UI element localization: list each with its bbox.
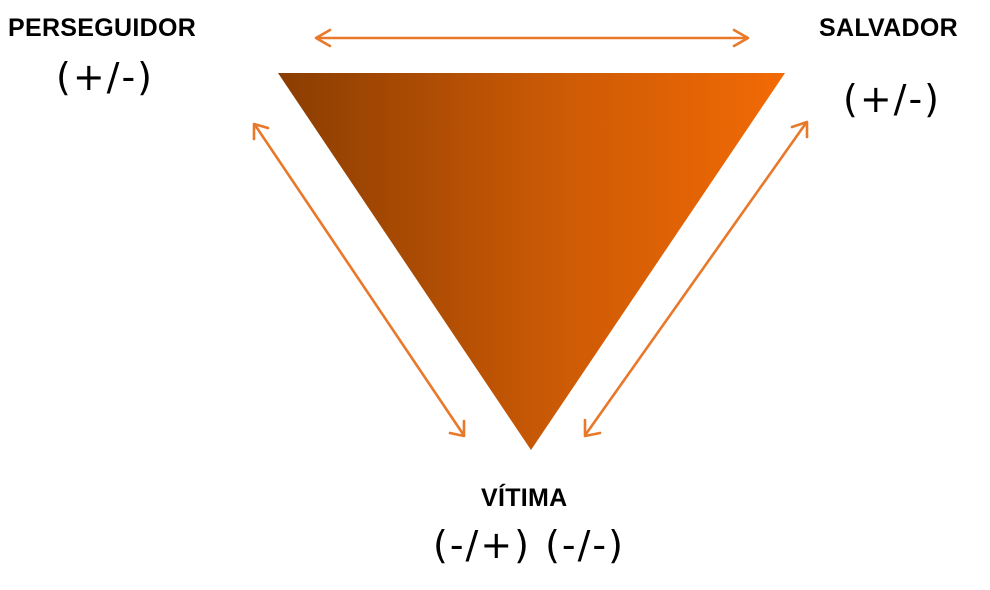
inverted-triangle — [278, 73, 785, 450]
vitima-sign: (-/+) (-/-) — [433, 523, 625, 567]
vitima-label: VÍTIMA — [481, 484, 568, 512]
perseguidor-label: PERSEGUIDOR — [8, 14, 197, 42]
perseguidor-sign: (+/-) — [56, 55, 155, 99]
arrow-perseguidor-salvador — [314, 28, 750, 48]
arrow-perseguidor-vitima — [252, 122, 466, 438]
arrow-salvador-vitima — [583, 120, 809, 438]
salvador-sign: (+/-) — [843, 77, 942, 121]
salvador-label: SALVADOR — [819, 14, 958, 42]
